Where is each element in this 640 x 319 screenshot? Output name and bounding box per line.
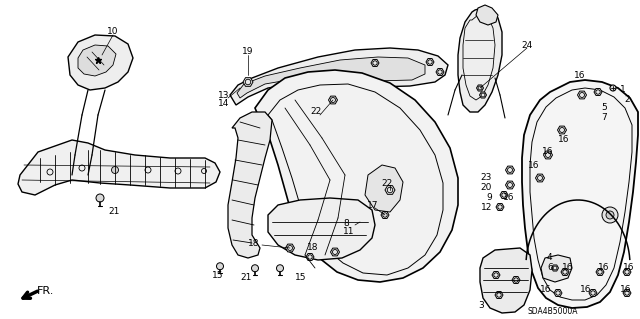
Text: 5: 5 (601, 103, 607, 113)
Polygon shape (381, 211, 389, 219)
Polygon shape (623, 290, 631, 296)
Polygon shape (589, 290, 597, 296)
Circle shape (96, 194, 104, 202)
Text: 22: 22 (310, 108, 321, 116)
Text: SDA4B5000A: SDA4B5000A (528, 307, 579, 315)
Polygon shape (596, 269, 604, 276)
Polygon shape (522, 80, 638, 308)
Polygon shape (255, 70, 458, 282)
Text: 16: 16 (620, 286, 632, 294)
Polygon shape (426, 58, 434, 65)
Text: 16: 16 (562, 263, 573, 272)
Polygon shape (436, 69, 444, 76)
Text: 13: 13 (218, 91, 230, 100)
Polygon shape (243, 78, 253, 86)
Text: 16: 16 (574, 70, 586, 79)
Circle shape (610, 85, 616, 91)
Text: 16: 16 (558, 136, 570, 145)
Text: 22: 22 (381, 179, 392, 188)
Circle shape (606, 211, 614, 219)
Text: 16: 16 (598, 263, 609, 272)
Polygon shape (554, 290, 562, 296)
Circle shape (216, 263, 223, 270)
Circle shape (252, 265, 259, 272)
Text: FR.: FR. (37, 286, 54, 296)
Polygon shape (480, 248, 532, 313)
Polygon shape (365, 165, 403, 212)
Text: 16: 16 (503, 194, 515, 203)
Text: 16: 16 (623, 263, 634, 272)
Polygon shape (506, 166, 515, 174)
Polygon shape (78, 45, 116, 76)
Polygon shape (496, 204, 504, 211)
Polygon shape (18, 140, 220, 195)
Polygon shape (476, 5, 498, 25)
Text: 21: 21 (240, 272, 252, 281)
Polygon shape (68, 35, 133, 90)
Circle shape (602, 207, 618, 223)
Text: 4: 4 (547, 254, 552, 263)
Text: 10: 10 (107, 27, 118, 36)
Text: 2: 2 (624, 95, 630, 105)
Polygon shape (623, 269, 631, 276)
Text: 16: 16 (528, 160, 540, 169)
Polygon shape (328, 96, 337, 104)
Polygon shape (557, 126, 566, 134)
Text: 12: 12 (481, 204, 492, 212)
Polygon shape (268, 198, 375, 260)
Polygon shape (458, 8, 502, 112)
Polygon shape (237, 57, 425, 98)
Text: 16: 16 (580, 286, 591, 294)
Text: 23: 23 (481, 173, 492, 182)
Text: 15: 15 (295, 272, 307, 281)
Text: 8: 8 (343, 219, 349, 227)
Polygon shape (306, 254, 314, 261)
Text: 18: 18 (307, 242, 319, 251)
Text: 1: 1 (620, 85, 626, 94)
Text: 20: 20 (481, 183, 492, 192)
Polygon shape (506, 181, 515, 189)
Text: 18: 18 (248, 240, 259, 249)
Polygon shape (552, 265, 559, 271)
Text: 19: 19 (242, 48, 253, 56)
Polygon shape (492, 271, 500, 278)
Polygon shape (371, 60, 379, 66)
Circle shape (276, 265, 284, 272)
Polygon shape (385, 186, 395, 194)
Polygon shape (561, 269, 569, 276)
Polygon shape (577, 91, 586, 99)
Polygon shape (285, 244, 294, 252)
Polygon shape (228, 112, 272, 258)
Text: 14: 14 (218, 100, 229, 108)
Text: 9: 9 (486, 194, 492, 203)
Polygon shape (495, 292, 503, 299)
Polygon shape (330, 248, 339, 256)
Text: 24: 24 (521, 41, 532, 50)
Polygon shape (541, 255, 572, 282)
Text: 6: 6 (547, 263, 553, 272)
Text: 17: 17 (367, 202, 378, 211)
Polygon shape (500, 191, 508, 198)
Polygon shape (477, 85, 483, 91)
Polygon shape (512, 277, 520, 284)
Text: 16: 16 (542, 147, 554, 157)
Text: 3: 3 (478, 300, 484, 309)
Polygon shape (594, 89, 602, 95)
Polygon shape (543, 151, 552, 159)
Text: 11: 11 (343, 227, 355, 236)
Text: 16: 16 (540, 286, 552, 294)
Text: 7: 7 (601, 114, 607, 122)
Polygon shape (536, 174, 545, 182)
Text: 21: 21 (108, 207, 120, 217)
Polygon shape (230, 48, 448, 105)
Polygon shape (479, 92, 486, 98)
Text: 15: 15 (212, 271, 223, 279)
Circle shape (111, 167, 118, 174)
